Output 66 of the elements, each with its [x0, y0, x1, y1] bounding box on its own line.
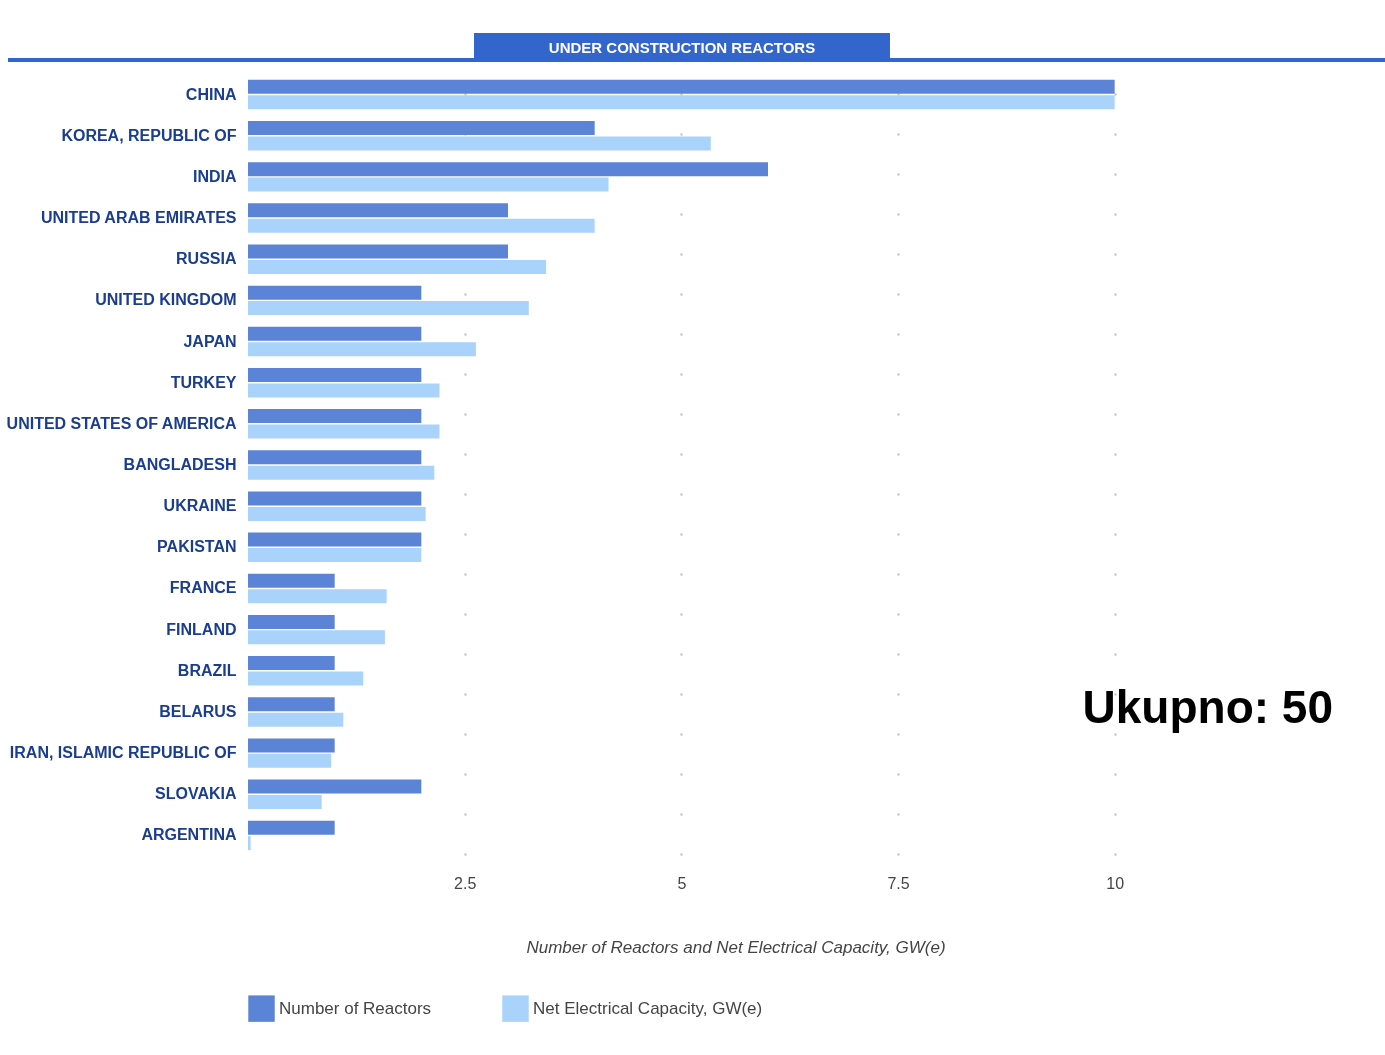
- bar: [248, 162, 768, 177]
- bar: [248, 573, 335, 588]
- y-tick-label: UNITED ARAB EMIRATES: [40, 209, 237, 227]
- bar: [248, 79, 1115, 94]
- bar: [248, 326, 422, 341]
- bar: [248, 342, 476, 357]
- bar: [248, 120, 595, 135]
- bar: [248, 614, 335, 629]
- bar: [248, 285, 422, 300]
- x-tick-label: 10: [1106, 874, 1125, 892]
- x-tick-label: 7.5: [887, 874, 910, 892]
- bar: [248, 259, 547, 274]
- y-tick-label: BRAZIL: [177, 661, 237, 679]
- bar: [248, 820, 335, 835]
- bar: [248, 836, 251, 851]
- bar: [248, 409, 422, 424]
- y-tick-label: SLOVAKIA: [155, 785, 237, 803]
- bar: [248, 753, 332, 768]
- x-tick-label: 5: [677, 874, 687, 892]
- x-axis-title: Number of Reactors and Net Electrical Capacity, GW(e): [526, 937, 946, 957]
- y-tick-label: FRANCE: [169, 579, 237, 597]
- bar: [248, 491, 422, 506]
- x-tick-label: 2.5: [454, 874, 477, 892]
- y-tick-label: BANGLADESH: [123, 456, 237, 473]
- bar: [248, 697, 335, 712]
- bar: [248, 712, 344, 727]
- bar: [248, 367, 422, 382]
- bar: [248, 795, 322, 810]
- bar: [248, 630, 385, 645]
- bar: [248, 548, 422, 563]
- bar: [248, 738, 335, 753]
- y-tick-label: IRAN, ISLAMIC REPUBLIC OF: [9, 744, 237, 762]
- bar: [248, 301, 529, 316]
- y-tick-label: PAKISTAN: [157, 538, 237, 556]
- bar: [248, 779, 422, 794]
- y-tick-label: UKRAINE: [163, 497, 237, 515]
- bar: [248, 244, 508, 259]
- y-tick-label: UNITED KINGDOM: [95, 291, 237, 309]
- bar: [248, 671, 364, 686]
- y-tick-label: ARGENTINA: [141, 826, 237, 844]
- bar: [248, 203, 508, 218]
- bar: [248, 177, 609, 192]
- annotation: Ukupno: 50: [1082, 680, 1333, 734]
- y-tick-label: UNITED STATES OF AMERICA: [6, 414, 237, 432]
- y-tick-label: CHINA: [185, 85, 237, 103]
- y-tick-label: INDIA: [192, 167, 237, 185]
- bar: [248, 506, 426, 521]
- legend-label: Net Electrical Capacity, GW(e): [533, 998, 763, 1018]
- bar: [248, 218, 595, 233]
- y-tick-label: FINLAND: [166, 620, 237, 638]
- bar: [248, 383, 440, 398]
- bar: [248, 450, 422, 465]
- bar: [248, 656, 335, 671]
- y-tick-label: JAPAN: [183, 332, 237, 350]
- bar: [248, 424, 440, 439]
- bar: [248, 465, 435, 480]
- y-tick-label: RUSSIA: [176, 250, 237, 268]
- y-tick-label: BELARUS: [159, 702, 237, 720]
- y-tick-label: KOREA, REPUBLIC OF: [61, 126, 237, 144]
- bar: [248, 95, 1115, 110]
- bar: [248, 136, 711, 151]
- legend-label: Number of Reactors: [279, 998, 432, 1018]
- chart-title: UNDER CONSTRUCTION REACTORS: [474, 33, 890, 62]
- bar: [248, 589, 387, 604]
- y-tick-label: TURKEY: [170, 373, 237, 391]
- bar: [248, 532, 422, 547]
